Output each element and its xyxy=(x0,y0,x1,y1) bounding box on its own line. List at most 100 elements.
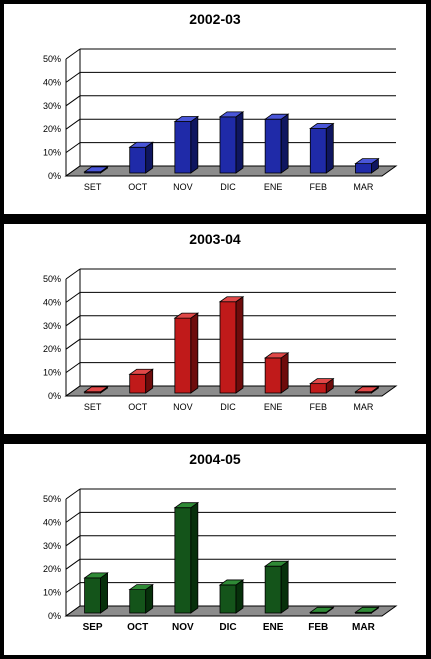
x-tick-label: SEP xyxy=(83,622,103,633)
x-tick-label: ENE xyxy=(263,622,284,633)
bar-front xyxy=(219,584,237,614)
gridline-wall xyxy=(65,535,81,547)
bar-front xyxy=(129,146,147,174)
bar-top xyxy=(83,572,109,579)
bar-side xyxy=(325,122,334,174)
y-tick-label: 40% xyxy=(43,297,61,307)
bar-mar xyxy=(354,606,380,614)
chart-title: 2004-05 xyxy=(189,451,241,467)
gridline-wall xyxy=(65,268,81,280)
bar-top xyxy=(218,579,245,586)
chart-title: 2002-03 xyxy=(189,11,241,27)
x-tick-label: FEB xyxy=(310,182,328,192)
y-tick-label: 20% xyxy=(43,124,61,134)
bar-mar xyxy=(354,157,380,174)
bar-top xyxy=(218,111,245,118)
bar-top xyxy=(263,113,290,120)
bar-ene xyxy=(263,113,290,174)
y-tick-label: 10% xyxy=(43,588,61,598)
y-tick-label: 0% xyxy=(48,391,61,401)
bar-side xyxy=(235,111,244,174)
x-tick-label: NOV xyxy=(173,182,193,192)
bar-nov xyxy=(173,115,200,174)
chart-panel-2004-05: 2004-05 0% 10% 20% 30% 40% 50% SEP OCT NOV DIC ENE F… xyxy=(4,444,426,655)
bar-front xyxy=(264,357,282,394)
gridline-wall xyxy=(65,71,81,83)
bar-feb xyxy=(309,606,335,614)
bar-chart-2002-03: 2002-03 0% 10% 20% 30% 40% 50% SET OCT NOV DIC ENE F… xyxy=(43,11,398,192)
gridline-wall xyxy=(65,48,81,60)
y-tick-label: 40% xyxy=(43,77,61,87)
bar-side xyxy=(190,501,199,614)
bar-top xyxy=(354,606,380,613)
bar-top xyxy=(173,116,200,122)
x-tick-label: NOV xyxy=(172,622,194,633)
gridline-wall xyxy=(65,362,81,374)
bar-top xyxy=(263,352,290,359)
gridline-wall xyxy=(65,315,81,327)
y-tick-label: 0% xyxy=(48,171,61,181)
y-tick-label: 30% xyxy=(43,541,61,551)
y-tick-label: 50% xyxy=(43,274,61,284)
x-tick-label: MAR xyxy=(352,622,376,633)
x-tick-label: SET xyxy=(84,182,102,192)
x-tick-label: DIC xyxy=(219,622,236,633)
bar-dic xyxy=(218,111,245,174)
bar-top xyxy=(128,368,154,375)
bar-front xyxy=(129,373,147,394)
bar-top xyxy=(83,386,109,393)
y-tick-label: 0% xyxy=(48,611,61,621)
x-tick-label: NOV xyxy=(173,402,193,412)
gridline-wall xyxy=(65,511,81,523)
x-tick-label: OCT xyxy=(127,622,148,633)
bar-chart-2003-04: 2003-04 0% 10% 20% 30% 40% 50% SET OCT NOV DIC ENE F… xyxy=(43,231,398,412)
bar-top xyxy=(128,584,154,591)
gridline-wall xyxy=(65,95,81,107)
bar-side xyxy=(235,579,244,614)
gridline-wall xyxy=(65,291,81,303)
bar-front xyxy=(309,383,327,394)
bar-front xyxy=(264,118,282,174)
bar-front xyxy=(174,507,192,614)
bar-front xyxy=(219,301,237,394)
bar-front xyxy=(219,116,237,174)
bar-top xyxy=(263,560,290,567)
bar-ene xyxy=(263,560,290,614)
gridline-wall xyxy=(65,118,81,130)
bar-side xyxy=(235,295,244,394)
bar-side xyxy=(190,115,199,174)
chart-panel-2003-04: 2003-04 0% 10% 20% 30% 40% 50% SET OCT NOV DIC ENE F… xyxy=(4,224,426,434)
bar-dic xyxy=(218,295,245,394)
bar-top xyxy=(218,296,245,303)
bar-oct xyxy=(128,368,154,394)
bar-top xyxy=(128,141,154,148)
bar-side xyxy=(190,312,199,394)
bar-side xyxy=(280,560,289,614)
bar-nov xyxy=(173,501,200,614)
y-tick-label: 50% xyxy=(43,54,61,64)
bar-top xyxy=(354,386,380,393)
x-tick-label: ENE xyxy=(264,402,283,412)
y-tick-label: 10% xyxy=(43,148,61,158)
bar-side xyxy=(100,572,108,614)
gridline-wall xyxy=(65,488,81,500)
bar-front xyxy=(174,317,192,394)
bar-front xyxy=(355,163,372,174)
x-tick-label: OCT xyxy=(128,182,148,192)
chart-title: 2003-04 xyxy=(189,231,241,247)
bar-set xyxy=(83,386,109,394)
bar-ene xyxy=(263,352,290,394)
bar-top xyxy=(173,502,200,509)
bar-front xyxy=(129,589,147,614)
bar-top xyxy=(173,312,200,319)
bar-feb xyxy=(309,377,335,394)
bar-top xyxy=(309,123,335,129)
y-tick-label: 30% xyxy=(43,321,61,331)
bar-front xyxy=(309,128,327,174)
bar-top xyxy=(354,158,380,165)
bar-chart-2004-05: 2004-05 0% 10% 20% 30% 40% 50% SEP OCT NOV DIC ENE F… xyxy=(43,451,398,633)
x-tick-label: MAR xyxy=(353,182,374,192)
bar-top xyxy=(309,378,335,385)
bar-top xyxy=(309,606,335,613)
x-tick-label: DIC xyxy=(220,182,236,192)
